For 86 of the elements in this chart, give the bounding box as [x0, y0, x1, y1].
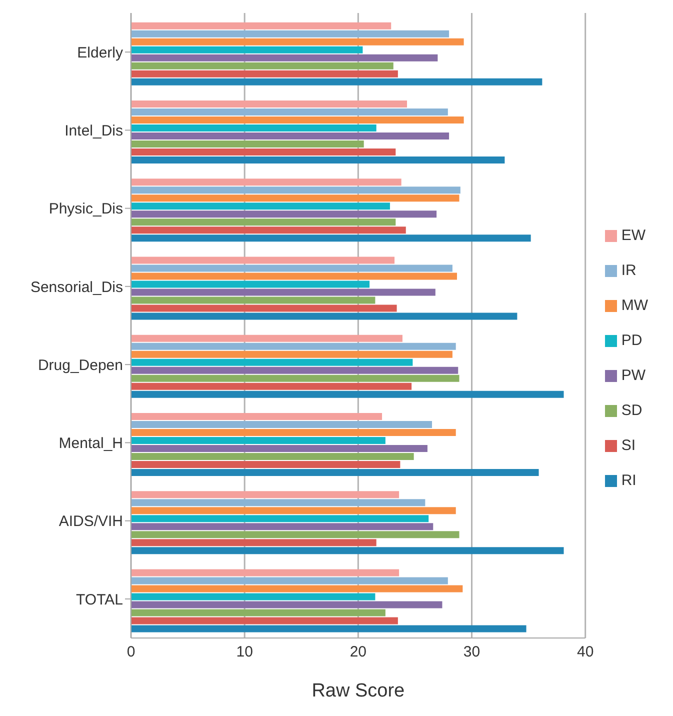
bar [131, 218, 396, 226]
y-tick-label: Sensorial_Dis [30, 278, 123, 296]
x-axis-title: Raw Score [312, 680, 405, 702]
y-tick-label: AIDS/VIH [58, 513, 123, 530]
bar [131, 194, 460, 202]
bar [131, 547, 564, 554]
y-tick-label: Drug_Depen [38, 356, 123, 374]
bar [131, 382, 412, 390]
bar [131, 288, 436, 296]
bar [131, 148, 396, 156]
bar [131, 507, 456, 514]
bar [131, 30, 450, 38]
bar [131, 296, 376, 304]
bar [131, 523, 434, 530]
bar [131, 280, 370, 288]
legend-label: RI [621, 472, 636, 489]
bar [131, 499, 426, 506]
bar [131, 46, 363, 54]
y-tick-label: Physic_Dis [48, 200, 123, 218]
bar [131, 374, 460, 382]
bar [131, 186, 460, 194]
bar [131, 453, 414, 460]
legend-label: PD [621, 332, 642, 349]
bar [131, 569, 400, 576]
x-tick-label: 30 [463, 644, 480, 661]
bar [131, 264, 452, 272]
legend-label: MW [621, 297, 648, 314]
bar [131, 577, 448, 584]
bar [131, 437, 386, 444]
bar [131, 461, 400, 468]
bar [131, 210, 437, 218]
bar [131, 491, 400, 498]
bar [131, 304, 397, 312]
bar [131, 539, 376, 546]
bar [131, 156, 505, 164]
bar [131, 350, 452, 358]
bar [131, 140, 364, 148]
bar [131, 469, 539, 476]
bar [131, 515, 429, 522]
bar [131, 625, 526, 632]
y-tick-label: Elderly [77, 44, 124, 62]
legend-label: IR [621, 262, 636, 279]
bar [131, 445, 428, 452]
bar [131, 593, 376, 600]
bar [131, 421, 432, 428]
y-tick-label: TOTAL [76, 591, 123, 608]
bar [131, 312, 518, 320]
bar [131, 609, 386, 616]
bar [131, 334, 402, 342]
bar [131, 100, 408, 108]
bar [131, 390, 564, 398]
y-tick-label: Mental_H [58, 435, 123, 452]
bar [131, 78, 542, 86]
bar [131, 358, 413, 366]
bar [131, 226, 406, 234]
bar [131, 366, 458, 374]
bar [131, 116, 464, 124]
legend-label: EW [621, 227, 646, 244]
legend-label: SD [621, 402, 642, 419]
bar [131, 531, 460, 538]
bar [131, 202, 390, 210]
legend-label: SI [621, 437, 636, 454]
x-tick-label: 0 [126, 644, 136, 661]
bar [131, 70, 398, 78]
bar [131, 62, 394, 70]
bar [131, 178, 402, 186]
bar [131, 272, 457, 280]
bar [131, 256, 395, 264]
bar [131, 38, 464, 46]
bar [131, 54, 438, 62]
bar [131, 429, 456, 436]
bar [131, 124, 376, 132]
x-tick-label: 20 [350, 644, 367, 661]
bar [131, 22, 392, 30]
bar [131, 617, 398, 624]
bar [131, 585, 463, 592]
bar [131, 342, 456, 350]
bar [131, 234, 531, 242]
bar [131, 413, 382, 420]
y-tick-label: Intel_Dis [64, 122, 123, 140]
x-tick-label: 40 [577, 644, 594, 661]
bar [131, 601, 442, 608]
bar [131, 108, 448, 116]
legend-label: PW [621, 367, 646, 384]
bar [131, 132, 450, 140]
x-tick-label: 10 [236, 644, 253, 661]
